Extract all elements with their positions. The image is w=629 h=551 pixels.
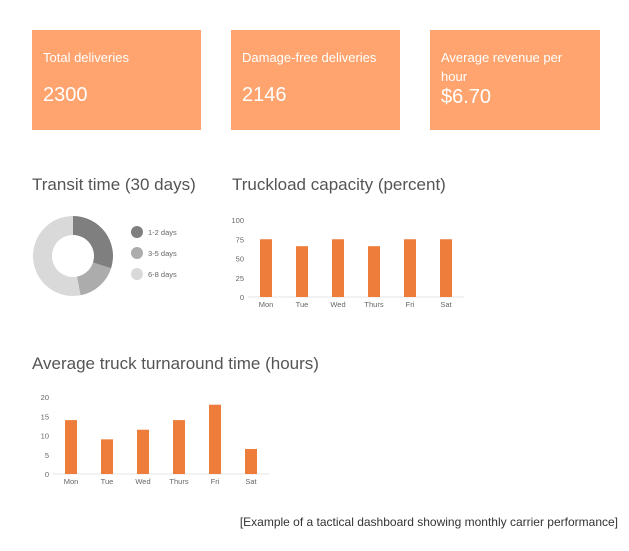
kpi-label: Total deliveries <box>43 50 129 65</box>
x-tick-label: Thurs <box>169 477 188 486</box>
y-tick-label: 0 <box>240 293 244 302</box>
kpi-value: 2146 <box>242 84 287 106</box>
kpi-label: Damage-free deliveries <box>242 50 377 65</box>
x-tick-label: Tue <box>296 300 309 309</box>
x-tick-label: Fri <box>406 300 415 309</box>
kpi-total-deliveries: Total deliveries 2300 <box>32 30 201 130</box>
bar-wed <box>332 239 344 297</box>
transit-time-title: Transit time (30 days) <box>32 175 196 194</box>
bar-fri <box>404 239 416 297</box>
legend-label: 6-8 days <box>148 270 177 279</box>
y-tick-label: 10 <box>41 432 49 441</box>
x-tick-label: Mon <box>64 477 79 486</box>
legend-label: 1-2 days <box>148 228 177 237</box>
bar-sat <box>245 448 257 474</box>
x-tick-label: Tue <box>101 477 114 486</box>
turnaround-time-title: Average truck turnaround time (hours) <box>32 354 319 373</box>
legend-swatch <box>131 247 143 259</box>
x-tick-label: Sat <box>440 300 452 309</box>
x-tick-label: Mon <box>259 300 274 309</box>
legend-label: 3-5 days <box>148 249 177 258</box>
legend-swatch <box>131 268 143 280</box>
bar-tue <box>296 246 308 297</box>
donut-slice-1 <box>73 216 113 269</box>
kpi-damage-free-deliveries: Damage-free deliveries 2146 <box>231 30 400 130</box>
y-tick-label: 5 <box>45 451 49 460</box>
bar-sat <box>440 239 452 297</box>
dashboard-caption: [Example of a tactical dashboard showing… <box>239 515 618 529</box>
bar-fri <box>209 404 221 474</box>
legend-swatch <box>131 226 143 238</box>
bar-tue <box>101 439 113 474</box>
x-tick-label: Wed <box>330 300 345 309</box>
kpi-value: $6.70 <box>441 86 492 108</box>
y-tick-label: 100 <box>231 216 244 225</box>
x-tick-label: Sat <box>245 477 257 486</box>
x-tick-label: Thurs <box>364 300 383 309</box>
x-tick-label: Wed <box>135 477 150 486</box>
bar-thurs <box>368 246 380 297</box>
kpi-average-revenue: Average revenue per hour $6.70 <box>430 30 600 130</box>
y-tick-label: 75 <box>236 235 244 244</box>
kpi-value: 2300 <box>43 84 88 106</box>
donut-slice-3 <box>33 216 81 296</box>
x-tick-label: Fri <box>211 477 220 486</box>
bar-mon <box>65 420 77 474</box>
donut-slice-2 <box>76 262 112 296</box>
y-tick-label: 20 <box>41 393 49 402</box>
bar-wed <box>137 429 149 474</box>
truckload-capacity-title: Truckload capacity (percent) <box>232 175 446 194</box>
y-tick-label: 50 <box>236 255 244 264</box>
bar-mon <box>260 239 272 297</box>
kpi-label: Average revenue per hour <box>441 50 563 84</box>
y-tick-label: 15 <box>41 412 49 421</box>
y-tick-label: 25 <box>236 274 244 283</box>
y-tick-label: 0 <box>45 470 49 479</box>
bar-thurs <box>173 420 185 474</box>
